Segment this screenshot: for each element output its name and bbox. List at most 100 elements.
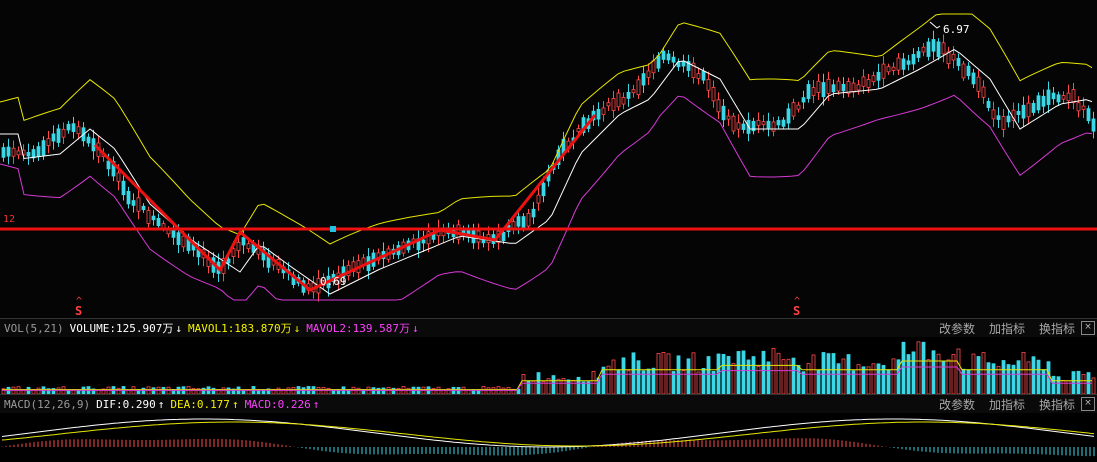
candle-body [841, 83, 846, 92]
high-marker: 6.97 [929, 21, 970, 36]
signal-label: S [793, 304, 800, 318]
macd-indicator-name[interactable]: MACD(12,26,9) [4, 397, 91, 411]
close-panel-button[interactable]: × [1081, 321, 1095, 335]
volume-bar [566, 379, 571, 395]
candle-body [776, 120, 781, 126]
volume-bar [866, 366, 871, 395]
candle-body [131, 200, 136, 206]
mavol1-arrow-icon: ↓ [293, 322, 301, 335]
signal-marker-right[interactable]: S ^ [793, 296, 800, 318]
candle-body [156, 217, 161, 227]
candle-body [806, 84, 811, 99]
candle-body [941, 42, 946, 55]
volume-bar [711, 370, 716, 395]
switch-indicator-button[interactable]: 换指标 [1038, 397, 1075, 412]
volume-bar [791, 357, 796, 395]
candle-body [526, 213, 531, 227]
candle-body [1061, 95, 1066, 100]
volume-bar [751, 356, 756, 395]
candle-body [971, 72, 976, 85]
candle-body [676, 62, 681, 68]
candle-body [141, 205, 146, 211]
candle-body [801, 97, 806, 103]
volume-bar [911, 351, 916, 395]
volume-bar [1041, 369, 1046, 395]
volume-bar [611, 359, 616, 395]
candle-body [341, 266, 346, 278]
volume-bar [931, 350, 936, 395]
candle-body [816, 80, 821, 93]
volume-bar [876, 363, 881, 395]
candle-body [916, 51, 921, 58]
add-indicator-button[interactable]: 加指标 [988, 397, 1025, 412]
boll-upper-band [0, 13, 1093, 245]
modify-params-button[interactable]: 改参数 [938, 321, 975, 336]
candle-body [511, 221, 516, 229]
volume-bar [786, 358, 791, 395]
macd-chart-panel[interactable] [0, 413, 1097, 459]
volume-bar [671, 371, 676, 395]
volume-bar [821, 352, 826, 395]
candle-body [46, 138, 51, 146]
trend-line-drawing [93, 114, 597, 292]
dif-line [1, 418, 1095, 448]
candlestick-chart[interactable]: 12 6.97 0.69 S ^ S ^ [0, 0, 1097, 318]
candle-body [601, 107, 606, 116]
volume-indicator-name[interactable]: VOL(5,21) [4, 321, 64, 335]
volume-bar [1031, 356, 1036, 395]
candle-body [616, 92, 621, 108]
candle-body [606, 102, 611, 107]
candle-body [351, 261, 356, 273]
candle-body [996, 115, 1001, 120]
volume-bar [861, 366, 866, 395]
candle-body [731, 115, 736, 132]
candle-body [531, 208, 536, 218]
volume-bar [946, 359, 951, 395]
candle-body [516, 216, 521, 227]
svg-text:^: ^ [76, 296, 82, 307]
volume-bar [886, 369, 891, 395]
volume-bar [916, 341, 921, 395]
close-panel-button[interactable]: × [1081, 397, 1095, 411]
candle-body [1091, 118, 1096, 132]
volume-bar [1016, 360, 1021, 395]
svg-text:^: ^ [794, 296, 800, 307]
candle-body [61, 128, 66, 138]
candle-body [961, 63, 966, 79]
add-indicator-button[interactable]: 加指标 [988, 321, 1025, 336]
volume-bar [856, 364, 861, 395]
candle-body [666, 53, 671, 61]
signal-marker-left[interactable]: S ^ [75, 296, 82, 318]
volume-bar [796, 364, 801, 395]
candle-body [981, 86, 986, 98]
candle-body [631, 89, 636, 94]
switch-indicator-button[interactable]: 换指标 [1038, 321, 1075, 336]
volume-indicator-header: VOL(5,21) VOLUME:125.907万 ↓ MAVOL1:183.87… [0, 318, 1097, 337]
candle-body [896, 57, 901, 71]
candle-body [1086, 108, 1091, 122]
volume-bar [706, 356, 711, 395]
candle-body [151, 215, 156, 221]
candle-body [951, 53, 956, 61]
price-chart-panel[interactable]: 12 6.97 0.69 S ^ S ^ [0, 0, 1097, 318]
candle-body [266, 253, 271, 268]
candle-body [121, 180, 126, 196]
volume-bars [1, 341, 1096, 395]
volume-chart-panel[interactable] [0, 337, 1097, 395]
candle-body [426, 231, 431, 245]
dea-line [1, 421, 1095, 447]
volume-bar [901, 341, 906, 395]
candle-body [786, 108, 791, 124]
candle-body [626, 91, 631, 99]
volume-bar [801, 371, 806, 395]
macd-value: MACD:0.226 ↑ [244, 397, 320, 411]
modify-params-button[interactable]: 改参数 [938, 397, 975, 412]
dif-arrow-icon: ↑ [157, 397, 165, 411]
volume-bar [1051, 375, 1056, 395]
volume-bar [986, 362, 991, 395]
candle-body [226, 258, 231, 264]
volume-bar [1021, 351, 1026, 395]
candle-body [86, 136, 91, 144]
candle-body [706, 79, 711, 91]
candle-body [791, 102, 796, 117]
